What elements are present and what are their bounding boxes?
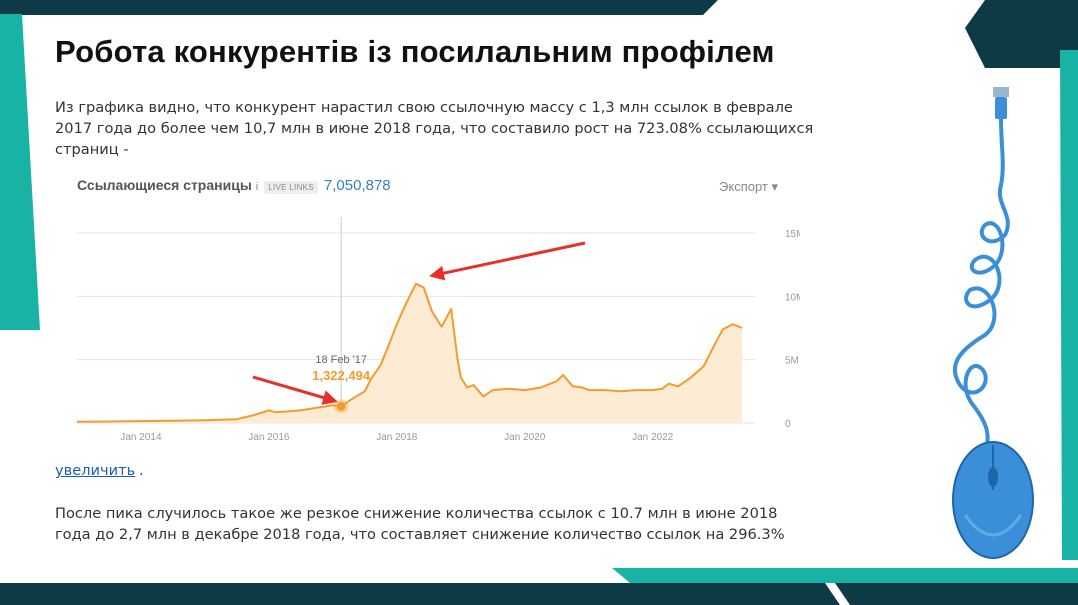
highlight-point — [336, 401, 346, 411]
series-area — [77, 283, 743, 423]
x-tick-label: Jan 2022 — [632, 432, 674, 443]
bottom-bar — [0, 583, 840, 605]
bottom-right-bar — [835, 583, 1078, 605]
intro-paragraph: Из графика видно, что конкурент нарастил… — [55, 99, 814, 158]
export-dropdown[interactable]: Экспорт ▾ — [719, 179, 778, 194]
zoom-link[interactable]: увеличить — [55, 462, 136, 479]
cable-line — [953, 117, 1010, 455]
live-links-count: 7,050,878 — [323, 177, 391, 194]
right-top-wedge — [965, 0, 1078, 68]
decline-paragraph: После пика случилось такое же резкое сни… — [55, 505, 785, 543]
left-teal-wedge — [0, 14, 40, 330]
y-tick-label: 0 — [785, 419, 791, 430]
live-links-badge: LIVE LINKS — [264, 181, 318, 194]
bottom-teal-strip — [612, 568, 1078, 583]
x-tick-label: Jan 2018 — [376, 432, 418, 443]
chart-header: Ссылающиеся страницы i LIVE LINKS 7,050,… — [77, 177, 391, 194]
right-teal-wedge — [1060, 50, 1078, 560]
x-tick-label: Jan 2016 — [248, 432, 290, 443]
referring-pages-chart: Ссылающиеся страницы i LIVE LINKS 7,050,… — [55, 165, 800, 455]
chart-title: Ссылающиеся страницы — [77, 177, 252, 193]
tooltip-date: 18 Feb '17 — [315, 354, 367, 366]
usb-plug — [993, 87, 1009, 97]
info-icon[interactable]: i — [255, 181, 259, 193]
y-tick-label: 10M — [785, 292, 800, 303]
x-tick-label: Jan 2020 — [504, 432, 546, 443]
tooltip-value: 1,322,494 — [312, 368, 371, 383]
top-bar — [0, 0, 718, 15]
y-tick-label: 5M — [785, 356, 799, 367]
annotation-arrow — [429, 241, 586, 281]
x-tick-label: Jan 2014 — [120, 432, 162, 443]
mouse-body — [952, 441, 1034, 559]
annotation-arrow — [252, 375, 338, 405]
series-line — [76, 282, 743, 423]
zoom-link-suffix: . — [139, 462, 144, 479]
slide-title: Робота конкурентів із посилальним профіл… — [55, 34, 775, 69]
links-logo-illustration — [952, 87, 1034, 559]
y-tick-label: 15M — [785, 229, 800, 240]
chart-plot: 15M 10M 5M 0 Jan 2014 Jan 2016 Jan 2018 Jan 202… — [76, 217, 800, 443]
